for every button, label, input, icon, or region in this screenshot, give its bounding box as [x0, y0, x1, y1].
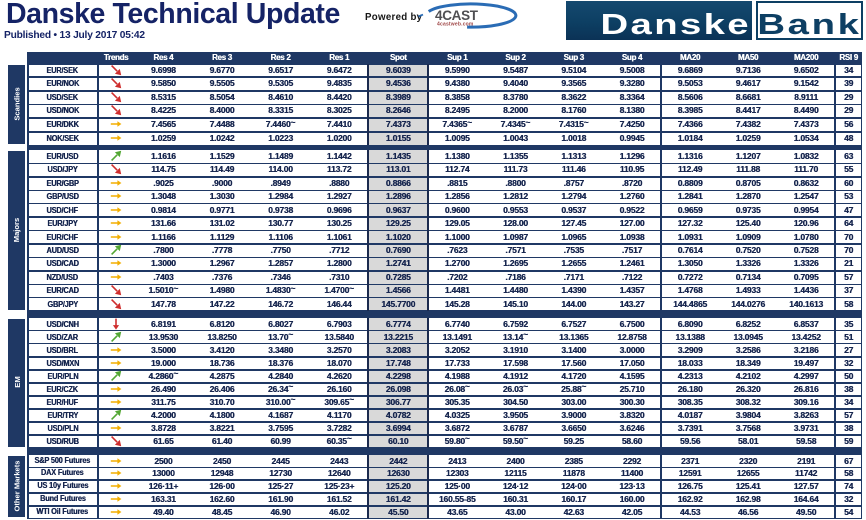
svg-text:4castweb.com: 4castweb.com: [437, 22, 474, 28]
svg-text:4CAST: 4CAST: [435, 8, 479, 23]
